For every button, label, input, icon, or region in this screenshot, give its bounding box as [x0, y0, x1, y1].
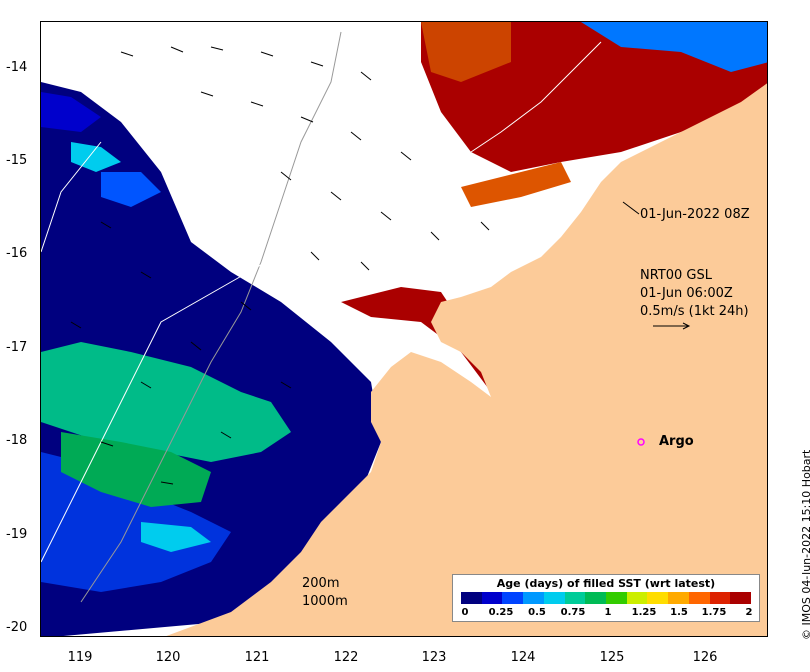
colorbar-segment	[626, 592, 648, 604]
colorbar-segment	[647, 592, 669, 604]
current-time-label: 01-Jun 06:00Z	[640, 286, 733, 301]
current-scale-label: 0.5m/s (1kt 24h)	[640, 304, 749, 319]
y-tick: -18	[6, 433, 28, 448]
sst-blue-patch	[101, 172, 161, 207]
colorbar-legend: Age (days) of filled SST (wrt latest) 0 …	[452, 574, 760, 622]
contour-200m-label: 200m	[302, 576, 340, 591]
x-tick: 122	[333, 650, 359, 665]
contour-1000m-label: 1000m	[302, 594, 348, 609]
contour-1000m-west	[41, 141, 102, 253]
sst-orange-patch	[421, 22, 511, 82]
x-tick: 124	[510, 650, 536, 665]
colorbar-title: Age (days) of filled SST (wrt latest)	[496, 577, 716, 590]
sst-cyan-patch-2	[141, 522, 211, 552]
x-tick: 121	[244, 650, 270, 665]
current-model-label: NRT00 GSL	[640, 268, 712, 283]
land-mass	[166, 83, 767, 636]
x-tick: 120	[155, 650, 181, 665]
colorbar-segment	[461, 592, 482, 604]
x-tick: 125	[599, 650, 625, 665]
current-vectors	[70, 46, 490, 485]
timestamp-pointer	[622, 201, 640, 215]
colorbar-tick: 0.75	[560, 607, 586, 618]
contour-200m	[80, 31, 342, 603]
colorbar-segment	[606, 592, 627, 604]
sst-blue-region	[41, 452, 231, 592]
y-tick: -15	[6, 153, 28, 168]
colorbar-segment	[543, 592, 565, 604]
colorbar-tick: 1	[604, 607, 612, 618]
colorbar-segment	[481, 592, 503, 604]
colorbar-tick: 1.25	[631, 607, 657, 618]
colorbar-tick: 0.25	[488, 607, 514, 618]
contour-1000m	[41, 41, 602, 563]
x-tick: 126	[692, 650, 718, 665]
colorbar-tick: 1.75	[701, 607, 727, 618]
sst-teal-region	[41, 342, 291, 462]
colorbar-segment	[688, 592, 710, 604]
map-canvas	[41, 22, 767, 636]
colorbar-tick: 2	[745, 607, 753, 618]
colorbar-tick: 0.5	[528, 607, 546, 618]
sst-dark-red-mid	[341, 287, 511, 392]
colorbar-tick: 1.5	[670, 607, 688, 618]
colorbar-tick: 0	[461, 607, 469, 618]
colorbar-segment	[502, 592, 524, 604]
credit-text: © IMOS 04-Jun-2022 15:10 Hobart	[800, 449, 810, 640]
x-tick: 119	[67, 650, 93, 665]
y-tick: -17	[6, 340, 28, 355]
sst-blue-patch-top	[41, 92, 101, 132]
sst-map[interactable]	[40, 21, 768, 637]
sst-green-region	[61, 432, 211, 507]
x-tick: 123	[421, 650, 447, 665]
argo-label: Argo	[659, 434, 694, 449]
sst-orange-band	[461, 162, 571, 207]
argo-marker[interactable]	[637, 438, 645, 446]
colorbar-segment	[564, 592, 586, 604]
colorbar-segment	[668, 592, 689, 604]
sst-blue-strip-ne	[581, 22, 767, 72]
y-tick: -16	[6, 246, 28, 261]
colorbar-segment	[523, 592, 544, 604]
timestamp-label: 01-Jun-2022 08Z	[640, 207, 750, 222]
y-tick: -20	[6, 620, 28, 635]
colorbar-segment	[585, 592, 607, 604]
y-tick: -14	[6, 60, 28, 75]
colorbar-segment	[709, 592, 731, 604]
y-tick: -19	[6, 527, 28, 542]
colorbar-segment	[730, 592, 752, 604]
colorbar-gradient	[461, 592, 752, 604]
scale-arrow	[653, 322, 691, 330]
